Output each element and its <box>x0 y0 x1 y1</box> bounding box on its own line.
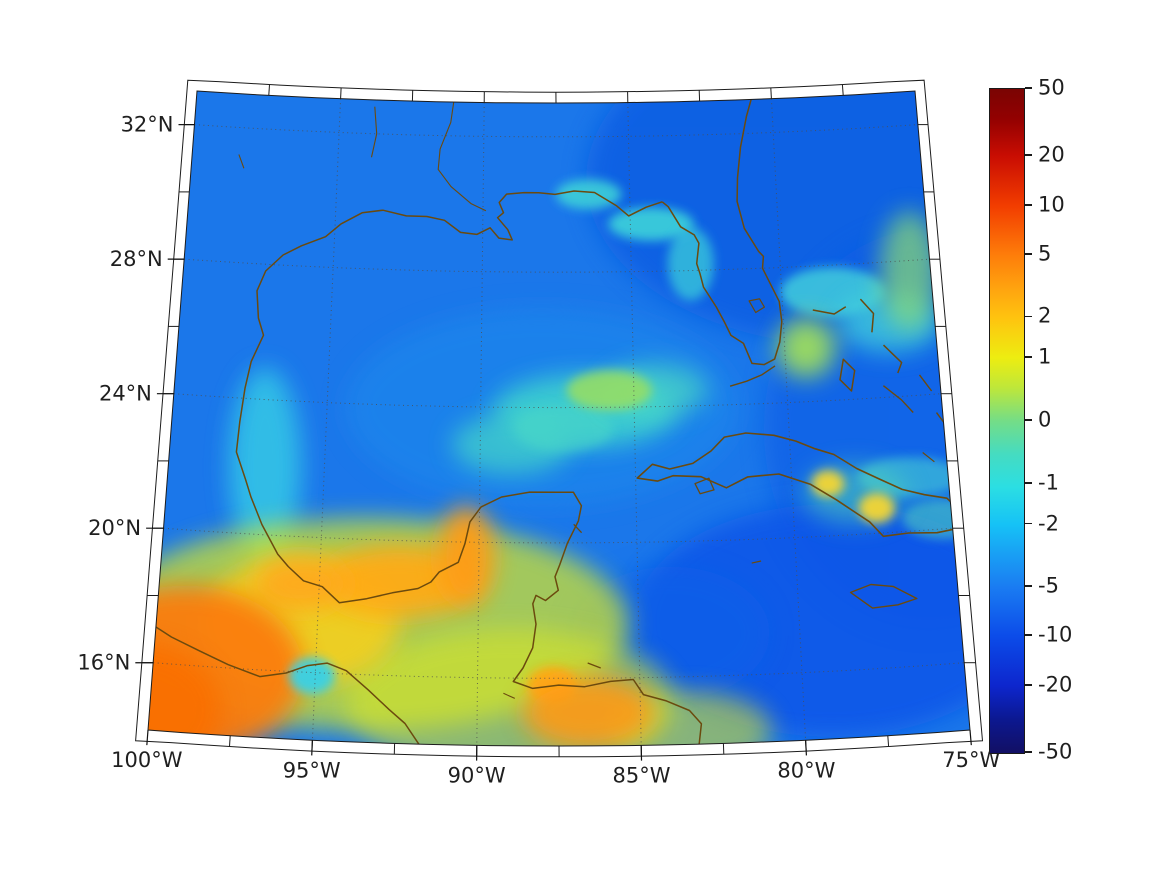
parallel-gridline <box>153 662 965 679</box>
parallel-gridline <box>184 258 930 273</box>
lon-tick <box>311 740 313 756</box>
lat-tick-label: 24°N <box>99 382 152 406</box>
colorbar: 50 20 10 5 2 1 0 -1 -2 -5 -10 -20 -50 <box>989 77 1093 762</box>
coastline-cozumel <box>573 523 583 534</box>
frame-rung <box>770 87 772 99</box>
colorbar-tick-label: -5 <box>1038 573 1059 598</box>
frame-rung <box>340 87 342 99</box>
field-blob <box>289 657 335 695</box>
colorbar-tick <box>1025 585 1032 587</box>
colorbar-tick-label: 1 <box>1038 344 1052 369</box>
colorbar-tick-label: -50 <box>1038 739 1073 764</box>
colorbar-tick <box>1025 482 1032 484</box>
coastline-lake-izabal <box>503 692 516 699</box>
colorbar-tick <box>1025 87 1032 89</box>
field-blob <box>811 470 845 497</box>
colorbar-tick <box>1025 154 1032 156</box>
colorbar-tick <box>1025 751 1032 753</box>
colorbar-tick <box>1025 315 1032 318</box>
coastline-florida <box>661 91 783 366</box>
coastline-grand-bahama <box>812 306 847 315</box>
coastline-sabine-river <box>370 106 378 158</box>
coastline-mississippi-river <box>437 91 487 212</box>
field-blob <box>438 505 495 606</box>
colorbar-tick <box>1025 356 1032 358</box>
field-blob <box>514 404 613 452</box>
coastline-isla-juventud <box>694 477 715 495</box>
parallel-gridline <box>173 393 942 409</box>
meridian-gridline <box>627 102 642 746</box>
lon-tick-label: 80°W <box>777 758 835 782</box>
colorbar-tick-label: 0 <box>1038 407 1052 432</box>
field-blob <box>879 210 940 331</box>
colorbar-tick-label: 50 <box>1038 75 1065 100</box>
coastline-ragged-island-chain <box>922 452 935 463</box>
lon-tick <box>805 740 808 756</box>
field-blob <box>776 317 836 378</box>
colorbar-tick <box>1025 419 1032 421</box>
colorbar-tick <box>1025 253 1032 255</box>
colorbar-tick-label: 2 <box>1038 303 1052 328</box>
lat-tick-label: 20°N <box>88 516 141 540</box>
field-blob <box>555 179 622 210</box>
parallel-gridline <box>194 124 918 138</box>
coastline-abaco <box>859 298 875 333</box>
frame-rung <box>268 84 270 96</box>
field-blob <box>566 370 652 411</box>
colorbar-tick <box>1025 684 1032 686</box>
colorbar-tick-label: -20 <box>1038 672 1073 697</box>
colorbar-tick-label: -2 <box>1038 511 1059 536</box>
colorbar-gradient <box>989 88 1025 754</box>
field-blob <box>667 227 714 301</box>
field-blob <box>858 493 895 523</box>
coastline-exuma-chain <box>882 385 914 413</box>
lat-tick-label: 32°N <box>121 113 174 137</box>
lon-tick-label: 90°W <box>448 764 506 788</box>
colorbar-tick-label: -1 <box>1038 470 1059 495</box>
lon-tick <box>969 729 972 746</box>
coastline-andros <box>839 358 856 392</box>
coastline-lake-okeechobee <box>748 298 765 314</box>
axis-labels: 32°N 28°N 24°N 20°N 16°N 100°W 95°W 90°W 85°W 80°… <box>77 113 1000 788</box>
colorbar-tick-label: -10 <box>1038 622 1073 647</box>
colorbar-tick-label: 20 <box>1038 142 1065 167</box>
frame-rung <box>841 84 844 96</box>
coastline-jamaica <box>849 583 918 609</box>
frame-rung <box>229 735 231 747</box>
frame-rung <box>887 735 890 747</box>
field-blob <box>228 367 302 567</box>
colorbar-tick <box>1025 634 1032 636</box>
field-blob <box>254 557 347 611</box>
meridian-gridline <box>476 102 485 746</box>
lon-tick-label: 100°W <box>111 748 183 772</box>
graticule <box>153 98 965 746</box>
coastline-cat-island <box>918 374 933 392</box>
map-outer-frame <box>135 79 984 758</box>
lat-tick-label: 28°N <box>110 247 163 271</box>
field-layer <box>148 91 970 746</box>
lon-tick <box>146 729 149 746</box>
coastline-pacific-coast-mexico <box>148 618 428 746</box>
field-blob <box>522 675 655 746</box>
coastline-florida-keys <box>729 365 776 387</box>
lat-tick-label: 16°N <box>77 651 130 675</box>
coastline-texas-lake <box>238 154 245 169</box>
lon-tick-label: 95°W <box>283 758 341 782</box>
lon-tick-label: 85°W <box>613 764 671 788</box>
colorbar-tick-label: 10 <box>1038 192 1065 217</box>
coastline-cayman <box>751 560 762 564</box>
colorbar-tick <box>1025 204 1032 206</box>
colorbar-tick-label: 5 <box>1038 241 1052 266</box>
coastline-gulf-and-caribbean-mainland <box>235 190 703 746</box>
coastline-eleuthera <box>882 344 903 374</box>
colorbar-tick <box>1025 522 1032 525</box>
coastline-bay-islands-honduras <box>587 662 601 669</box>
